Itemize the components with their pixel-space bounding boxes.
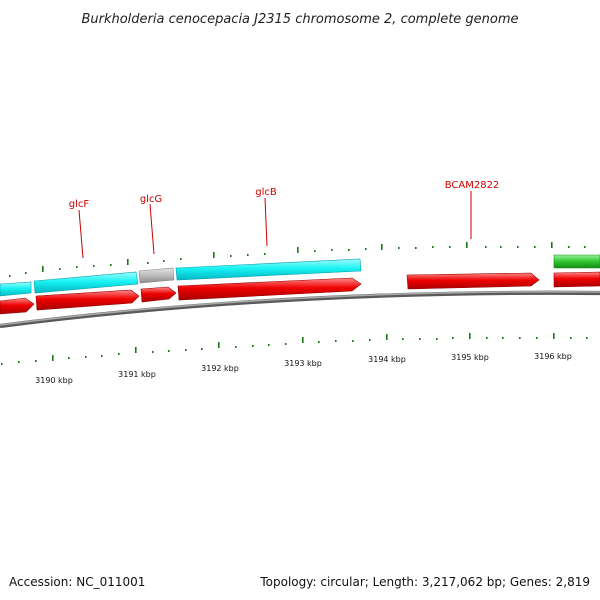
reverse-cds-3 xyxy=(140,286,177,303)
kbp-label-3195: 3195 kbp xyxy=(451,353,489,362)
green-feature xyxy=(553,254,600,269)
label-leaders xyxy=(78,191,472,259)
kbp-label-3191: 3191 kbp xyxy=(118,370,156,379)
kbp-label-3193: 3193 kbp xyxy=(284,359,322,368)
reverse-cds-4 xyxy=(177,277,362,301)
upper-ticks xyxy=(9,242,586,277)
accession-text: Accession: NC_011001 xyxy=(9,575,145,589)
gene-label-glcf: glcF xyxy=(69,199,90,210)
other-feature-glcg xyxy=(138,267,175,284)
reverse-track xyxy=(0,271,600,315)
gene-label-bcam2822: BCAM2822 xyxy=(445,180,500,191)
forward-cds-glcb xyxy=(175,258,362,281)
reverse-cds-1 xyxy=(0,297,35,315)
genome-backbone xyxy=(0,290,600,329)
reverse-cds-2 xyxy=(35,289,140,311)
forward-cds-glcf xyxy=(33,271,139,294)
kbp-label-3194: 3194 kbp xyxy=(368,355,406,364)
map-title: Burkholderia cenocepacia J2315 chromosom… xyxy=(81,12,518,27)
kbp-label-3192: 3192 kbp xyxy=(201,364,239,373)
kbp-label-3196: 3196 kbp xyxy=(534,352,572,361)
gene-label-glcg: glcG xyxy=(140,194,162,205)
topology-text: Topology: circular; Length: 3,217,062 bp… xyxy=(259,575,590,589)
forward-cds-1 xyxy=(0,281,32,297)
kbp-label-3190: 3190 kbp xyxy=(35,376,73,385)
lower-ticks xyxy=(1,333,588,365)
gene-label-glcb: glcB xyxy=(255,187,277,198)
reverse-cds-6 xyxy=(553,271,600,288)
forward-track xyxy=(0,254,600,297)
reverse-cds-bcam2822 xyxy=(406,272,540,290)
